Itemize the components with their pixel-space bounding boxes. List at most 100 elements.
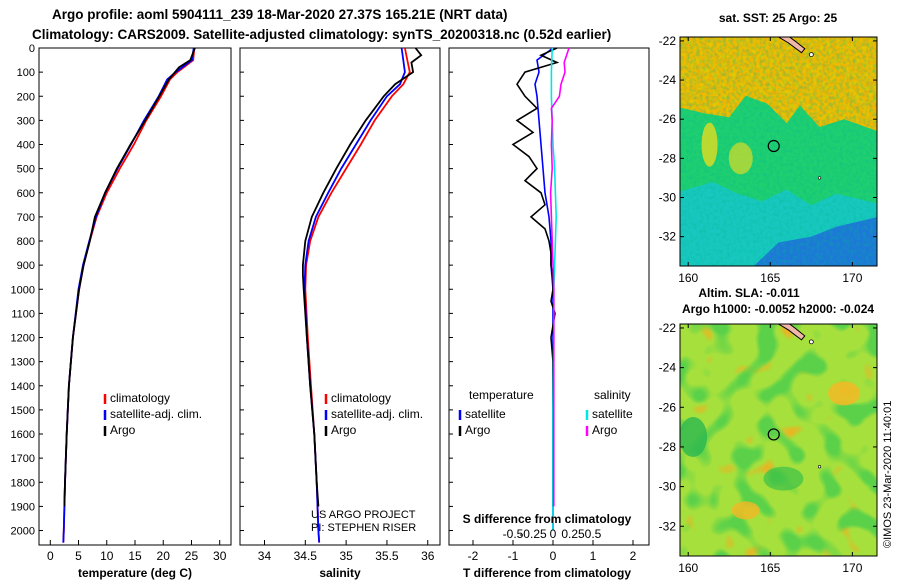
x-tick-label: 35.5 (375, 549, 399, 563)
norfolk-island (817, 465, 822, 469)
map-y-tick-label: -30 (659, 480, 677, 494)
legend-label: satellite (465, 407, 506, 421)
legend-label: climatology (110, 391, 170, 405)
map-y-tick-label: -32 (659, 519, 677, 533)
map-y-tick-label: -24 (659, 73, 677, 87)
legend-label: climatology (331, 391, 391, 405)
depth-tick-label: 600 (17, 188, 35, 200)
x-tick-label: 0 (550, 549, 557, 563)
depth-tick-label: 200 (17, 91, 35, 103)
depth-tick-label: 1900 (11, 501, 35, 513)
depth-tick-label: 1200 (11, 333, 35, 345)
depth-tick-label: 0 (29, 43, 35, 55)
map-x-tick-label: 170 (842, 271, 862, 285)
map-y-tick-label: -26 (659, 400, 677, 414)
map-y-tick-label: -24 (659, 361, 677, 375)
difference-xlabel: T difference from climatology (463, 566, 631, 580)
depth-tick-label: 1400 (11, 381, 35, 393)
depth-tick-label: 300 (17, 115, 35, 127)
sst-warm-patch (728, 142, 753, 175)
map-y-tick-label: -32 (659, 230, 677, 244)
x-tick-label: 25 (185, 549, 199, 563)
salinity-xlabel: salinity (319, 566, 361, 580)
new-caledonia-land (777, 37, 806, 54)
sla_map-frame (679, 323, 878, 557)
map-x-tick-label: 170 (842, 561, 862, 575)
sst_map-panel: -22 -24 -26 -28 -30 -32 160 165 170 (659, 34, 878, 285)
profile-location-marker (767, 139, 780, 153)
series-s-argo (549, 47, 570, 507)
x-tick-label: 1 (590, 549, 597, 563)
title-line-2: Climatology: CARS2009. Satellite-adjuste… (32, 27, 612, 42)
map-y-tick-label: -30 (659, 190, 677, 204)
pi-annotation: PI: STEPHEN RISER (311, 522, 416, 534)
series-satellite-adj-clim- (62, 47, 195, 543)
depth-tick-label: 2000 (11, 526, 35, 538)
s-diff-label: S difference from climatology (463, 512, 632, 526)
series-climatology (62, 47, 196, 543)
sla-low-patch (680, 417, 708, 458)
sla-map-title: Argo h1000: -0.0052 h2000: -0.024 (682, 302, 874, 316)
depth-tick-label: 1000 (11, 284, 35, 296)
s-tick-label: 0 (550, 527, 557, 541)
depth-tick-label: 1300 (11, 357, 35, 369)
s-tick-label: 0.25 (561, 527, 585, 541)
series-t-argo (511, 47, 560, 507)
series-argo (301, 47, 423, 507)
x-tick-label: 10 (100, 549, 114, 563)
norfolk-island (817, 176, 822, 180)
temperature-frame (38, 47, 232, 546)
map-y-tick-label: -22 (659, 34, 677, 48)
sst-warm-patch (701, 122, 718, 167)
sst-map-title: sat. SST: 25 Argo: 25 (719, 11, 838, 25)
sla-high-patch (731, 501, 760, 520)
new-caledonia-land (777, 324, 806, 341)
depth-tick-label: 1700 (11, 453, 35, 465)
difference-frame (448, 47, 650, 546)
map-y-tick-label: -26 (659, 112, 677, 126)
sla-green-blobs (680, 324, 877, 556)
legend-label: satellite-adj. clim. (331, 407, 423, 421)
legend-label: Argo (592, 423, 618, 437)
x-tick-label: 30 (213, 549, 227, 563)
depth-tick-label: 800 (17, 236, 35, 248)
x-tick-label: 0 (47, 549, 54, 563)
difference-panel: -2 -1 0 1 2 T difference from climatology S di… (448, 47, 650, 580)
depth-tick-label: 1500 (11, 405, 35, 417)
depth-tick-label: 500 (17, 164, 35, 176)
x-tick-label: 34 (258, 549, 272, 563)
legend-label: Argo (465, 423, 491, 437)
map-y-tick-label: -28 (659, 440, 677, 454)
legend-label: Argo (110, 423, 136, 437)
x-tick-label: 5 (75, 549, 82, 563)
salinity-panel: 34 34.5 35 35.5 36 salinity climatology satelli… (239, 47, 441, 580)
profile-location-marker (767, 428, 780, 441)
altimetry-sla-label: Altim. SLA: -0.011 (698, 286, 800, 300)
map-x-tick-label: 160 (678, 271, 698, 285)
series-climatology (304, 47, 411, 543)
sla_map-panel: -22 -24 -26 -28 -30 -32 160 165 170 (659, 321, 878, 575)
s-tick-label: -0.25 (519, 527, 547, 541)
series-t-satellite (534, 47, 554, 531)
depth-tick-label: 1600 (11, 429, 35, 441)
temperature-panel: 0100200300400500600700800900100011001200… (11, 43, 232, 580)
depth-tick-label: 100 (17, 67, 35, 79)
x-tick-label: -1 (508, 549, 519, 563)
x-tick-label: 20 (157, 549, 171, 563)
x-tick-label: 36 (421, 549, 435, 563)
map-x-tick-label: 160 (678, 561, 698, 575)
legend-label: satellite (592, 407, 633, 421)
title-line-1: Argo profile: aoml 5904111_239 18-Mar-20… (52, 7, 508, 22)
s-tick-label: 0.5 (585, 527, 602, 541)
legend-label: Argo (331, 423, 357, 437)
x-tick-label: 2 (630, 549, 637, 563)
imos-credit: ©IMOS 23-Mar-2020 11:40:01 (882, 400, 894, 548)
salinity-frame (239, 47, 441, 546)
s-tick-label: -0.5 (503, 527, 524, 541)
legend-label: satellite-adj. clim. (110, 407, 202, 421)
sst_map-frame (679, 36, 878, 267)
map-y-tick-label: -28 (659, 151, 677, 165)
x-tick-label: -2 (468, 549, 479, 563)
depth-tick-label: 400 (17, 140, 35, 152)
